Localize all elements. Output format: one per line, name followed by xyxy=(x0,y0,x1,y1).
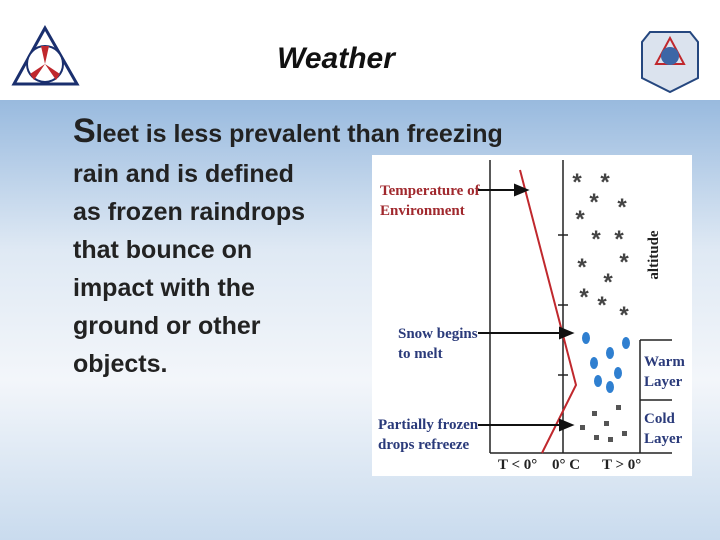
refreeze-label: drops refreeze xyxy=(378,437,470,453)
svg-text:*: * xyxy=(575,206,585,233)
title: Weather xyxy=(277,42,395,75)
snow-label: to melt xyxy=(398,346,443,362)
warm-label: Warm xyxy=(644,354,685,370)
svg-text:*: * xyxy=(600,169,610,196)
snow-label: Snow begins xyxy=(398,326,478,342)
svg-text:*: * xyxy=(617,194,627,221)
svg-text:*: * xyxy=(597,292,607,319)
temperature-label: Environment xyxy=(380,203,465,219)
svg-text:*: * xyxy=(579,284,589,311)
axis-label: altitude xyxy=(646,230,662,280)
body-line: Sleet is less prevalent than freezing xyxy=(73,112,503,150)
cold-label: Cold xyxy=(644,411,676,427)
x-label: T > 0° xyxy=(602,457,641,473)
body-line: impact with the xyxy=(73,274,255,302)
svg-text:*: * xyxy=(619,302,629,329)
snowflakes: * ** * ** ** *** * * xyxy=(572,169,629,329)
header-band: Weather xyxy=(0,0,720,100)
body-line: objects. xyxy=(73,350,168,378)
cold-label: Layer xyxy=(644,431,683,447)
svg-text:*: * xyxy=(572,169,582,196)
svg-text:*: * xyxy=(619,249,629,276)
temperature-label: Temperature of xyxy=(380,183,481,199)
svg-text:*: * xyxy=(577,254,587,281)
logos xyxy=(11,24,699,94)
x-label: 0° C xyxy=(552,457,580,473)
diagram: * ** * ** ** *** * * Temperature ofEnvironmen… xyxy=(372,155,692,476)
x-label: T < 0° xyxy=(498,457,537,473)
body-line: as frozen raindrops xyxy=(73,198,305,226)
body-line: ground or other xyxy=(73,312,261,340)
svg-text:*: * xyxy=(614,226,624,253)
refreeze-label: Partially frozen xyxy=(378,417,479,433)
svg-text:*: * xyxy=(589,189,599,216)
warm-label: Layer xyxy=(644,374,683,390)
body-line: rain and is defined xyxy=(73,160,294,188)
body-text: Sleet is less prevalent than freezing rai… xyxy=(73,112,503,383)
svg-text:*: * xyxy=(603,269,613,296)
body-line: that bounce on xyxy=(73,236,253,264)
svg-text:*: * xyxy=(591,226,601,253)
